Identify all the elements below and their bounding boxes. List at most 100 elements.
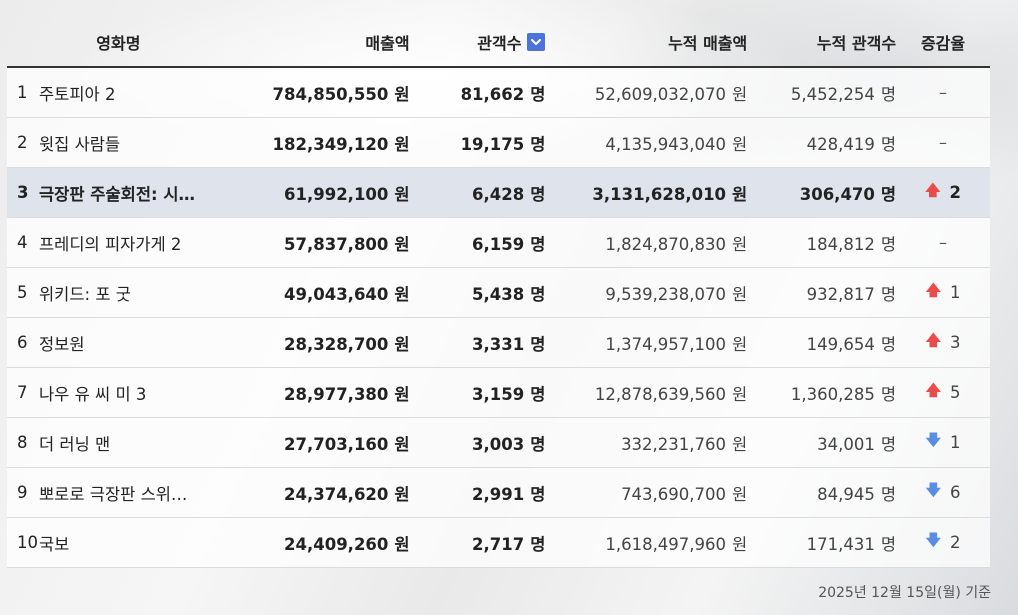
table-row[interactable]: 9 뽀로로 극장판 스위… 24,374,620 원 2,991 명 743,690… xyxy=(7,468,990,518)
rank: 5 xyxy=(17,283,28,302)
audience-value: 2,717 xyxy=(472,534,525,554)
movie-cell: 2 윗집 사람들 xyxy=(7,131,230,155)
sales-value: 28,328,700 xyxy=(284,334,389,354)
cumulative-audience-cell: 171,431 명 xyxy=(747,531,896,555)
table-row[interactable]: 5 위키드: 포 굿 49,043,640 원 5,438 명 9,539,238,… xyxy=(7,268,990,318)
movie-title-link[interactable]: 국보 xyxy=(39,534,70,554)
people-unit: 명 xyxy=(880,84,897,104)
cumulative-audience-cell: 428,419 명 xyxy=(747,131,896,155)
cumulative-sales-cell: 3,131,628,010 원 xyxy=(545,181,747,205)
cumulative-sales-cell: 1,374,957,100 원 xyxy=(545,331,747,355)
header-change: 증감율 xyxy=(920,34,966,53)
sort-audience-button[interactable] xyxy=(527,33,546,51)
audience-value: 3,159 xyxy=(472,384,525,404)
rank: 1 xyxy=(17,83,28,102)
change-cell: 🡇 6 xyxy=(896,480,990,505)
table-row[interactable]: 10 국보 24,409,260 원 2,717 명 1,618,497,960 원 … xyxy=(7,518,990,568)
movie-title-link[interactable]: 나우 유 씨 미 3 xyxy=(39,384,147,404)
cumulative-sales-value: 3,131,628,010 xyxy=(592,184,727,204)
header-title: 영화명 xyxy=(96,34,141,53)
cumulative-audience-value: 184,812 xyxy=(806,234,875,254)
arrow-down-icon: 🡇 xyxy=(925,531,941,549)
sales-value: 49,043,640 xyxy=(284,284,389,304)
movie-title-link[interactable]: 뽀로로 극장판 스위… xyxy=(39,484,188,504)
table-row[interactable]: 6 정보원 28,328,700 원 3,331 명 1,374,957,100 원 … xyxy=(7,318,990,368)
movie-title-link[interactable]: 프레디의 피자가게 2 xyxy=(39,234,182,254)
movie-cell: 4 프레디의 피자가게 2 xyxy=(7,231,230,255)
cumulative-sales-cell: 4,135,943,040 원 xyxy=(545,131,747,155)
people-unit: 명 xyxy=(880,434,897,454)
people-unit: 명 xyxy=(530,234,546,254)
rank: 2 xyxy=(17,133,28,152)
movie-cell: 7 나우 유 씨 미 3 xyxy=(7,381,230,405)
cumulative-sales-value: 1,618,497,960 xyxy=(605,534,727,554)
movie-title-link[interactable]: 위키드: 포 굿 xyxy=(39,284,131,304)
header-cumulative-audience: 누적 관객수 xyxy=(816,34,897,53)
change-value: 2 xyxy=(949,533,961,552)
rank: 3 xyxy=(17,183,29,202)
cumulative-sales-cell: 52,609,032,070 원 xyxy=(545,81,747,105)
change-value: 5 xyxy=(949,383,961,402)
movie-title-link[interactable]: 극장판 주술회전: 시… xyxy=(39,184,196,204)
sales-value: 24,374,620 xyxy=(284,484,389,504)
change-value: 3 xyxy=(949,333,961,352)
audience-cell: 3,003 명 xyxy=(410,431,546,455)
won-unit: 원 xyxy=(732,534,748,554)
movie-cell: 3 극장판 주술회전: 시… xyxy=(7,181,230,205)
sales-value: 61,992,100 xyxy=(284,184,389,204)
cumulative-sales-value: 743,690,700 xyxy=(621,484,727,504)
sales-cell: 61,992,100 원 xyxy=(230,181,410,205)
won-unit: 원 xyxy=(732,84,748,104)
sales-value: 27,703,160 xyxy=(284,434,389,454)
sales-cell: 28,328,700 원 xyxy=(230,331,410,355)
cumulative-audience-value: 1,360,285 xyxy=(790,384,875,404)
people-unit: 명 xyxy=(530,534,546,554)
change-cell: 🡅 5 xyxy=(896,380,990,405)
movie-cell: 5 위키드: 포 굿 xyxy=(7,281,230,305)
movie-title-link[interactable]: 주토피아 2 xyxy=(39,84,116,104)
table-row[interactable]: 4 프레디의 피자가게 2 57,837,800 원 6,159 명 1,824,8… xyxy=(7,218,990,268)
movie-cell: 10 국보 xyxy=(7,531,230,555)
movie-cell: 9 뽀로로 극장판 스위… xyxy=(7,481,230,505)
movie-title-link[interactable]: 정보원 xyxy=(39,334,85,354)
rank: 10 xyxy=(17,533,38,552)
header-audience-label: 관객수 xyxy=(477,34,522,53)
change-value: 6 xyxy=(949,483,961,502)
won-unit: 원 xyxy=(394,84,410,104)
cumulative-audience-value: 171,431 xyxy=(806,534,875,554)
arrow-up-icon: 🡅 xyxy=(925,281,941,299)
audience-cell: 81,662 명 xyxy=(410,81,546,105)
table-header: 영화명 매출액 관객수 누적 매출액 누적 관객수 증감율 xyxy=(7,18,990,68)
sales-value: 57,837,800 xyxy=(284,234,389,254)
movie-title-link[interactable]: 윗집 사람들 xyxy=(39,134,121,154)
won-unit: 원 xyxy=(394,484,410,504)
cumulative-sales-value: 332,231,760 xyxy=(621,434,727,454)
audience-value: 6,428 xyxy=(472,184,525,204)
won-unit: 원 xyxy=(394,234,410,254)
won-unit: 원 xyxy=(732,434,748,454)
people-unit: 명 xyxy=(530,84,546,104)
table-row[interactable]: 8 더 러닝 맨 27,703,160 원 3,003 명 332,231,760 원… xyxy=(7,418,990,468)
won-unit: 원 xyxy=(732,134,748,154)
people-unit: 명 xyxy=(530,434,546,454)
arrow-down-icon: 🡇 xyxy=(925,481,941,499)
table-row[interactable]: 7 나우 유 씨 미 3 28,977,380 원 3,159 명 12,878,6… xyxy=(7,368,990,418)
change-value: 1 xyxy=(949,433,961,452)
table-row[interactable]: 3 극장판 주술회전: 시… 61,992,100 원 6,428 명 3,131,… xyxy=(7,168,990,218)
table-row[interactable]: 2 윗집 사람들 182,349,120 원 19,175 명 4,135,943,… xyxy=(7,118,990,168)
cumulative-sales-cell: 1,824,870,830 원 xyxy=(545,231,747,255)
reference-date: 2025년 12월 15일(월) 기준 xyxy=(818,585,991,601)
audience-value: 6,159 xyxy=(472,234,525,254)
sales-cell: 24,374,620 원 xyxy=(230,481,410,505)
people-unit: 명 xyxy=(880,384,897,404)
cumulative-sales-value: 12,878,639,560 xyxy=(594,384,727,404)
sales-value: 28,977,380 xyxy=(284,384,389,404)
won-unit: 원 xyxy=(732,284,748,304)
movie-title-link[interactable]: 더 러닝 맨 xyxy=(39,434,111,454)
change-cell: 🡇 2 xyxy=(896,530,990,555)
sales-value: 182,349,120 xyxy=(272,134,389,154)
people-unit: 명 xyxy=(880,484,897,504)
table-row[interactable]: 1 주토피아 2 784,850,550 원 81,662 명 52,609,032… xyxy=(7,68,990,118)
cumulative-audience-cell: 306,470 명 xyxy=(747,181,896,205)
cumulative-audience-cell: 34,001 명 xyxy=(747,431,896,455)
